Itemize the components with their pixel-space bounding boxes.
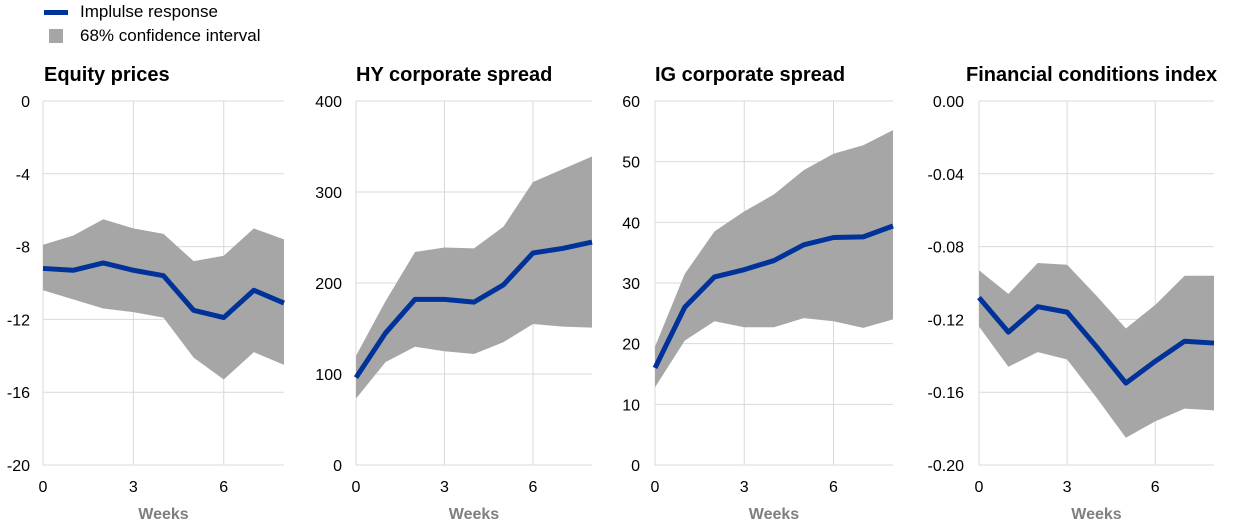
legend: Implulse response 68% confidence interva… — [0, 0, 400, 50]
chart-panel: IG corporate spread 60 50 40 30 20 10 00 3 6 Weeks — [622, 64, 894, 523]
x-axis-label: Weeks — [749, 506, 800, 523]
y-tick-label: 60 — [622, 94, 640, 111]
impulse-response-line — [353, 239, 593, 380]
y-tick-label: 400 — [315, 94, 342, 111]
y-tick-label: 40 — [622, 215, 640, 232]
y-tick-label: 0 — [21, 94, 30, 111]
x-tick-label: 0 — [39, 479, 48, 496]
confidence-band — [356, 156, 592, 399]
x-tick-label: 6 — [219, 479, 228, 496]
legend-label: 68% confidence interval — [80, 26, 261, 45]
y-tick-label: -0.20 — [928, 458, 965, 475]
x-tick-label: 3 — [740, 479, 749, 496]
y-tick-label: -0.12 — [928, 312, 965, 329]
chart-panel: HY corporate spread 400 300 200 100 00 3 6 Weeks — [315, 64, 593, 523]
y-tick-label: -20 — [7, 458, 30, 475]
y-tick-label: 0.00 — [933, 94, 964, 111]
impulse-response-line — [42, 260, 285, 321]
chart-panel: Equity prices 0 -4 -8 -12 -16 -20 0 3 6 Weeks — [7, 64, 285, 523]
chart-title: IG corporate spread — [655, 64, 845, 86]
x-tick-label: 6 — [529, 479, 538, 496]
y-tick-label: -12 — [7, 312, 30, 329]
x-axis-label: Weeks — [449, 506, 500, 523]
x-tick-label: 3 — [440, 479, 449, 496]
legend-item-confidence: 68% confidence interval — [44, 25, 261, 47]
y-tick-label: -0.16 — [928, 385, 965, 402]
x-tick-label: 3 — [129, 479, 138, 496]
y-tick-label: -8 — [16, 240, 30, 257]
x-tick-label: 6 — [829, 479, 838, 496]
y-tick-label: 50 — [622, 155, 640, 172]
y-tick-label: 100 — [315, 367, 342, 384]
x-tick-label: 6 — [1151, 479, 1160, 496]
legend-area-swatch — [49, 29, 63, 43]
x-tick-label: 0 — [651, 479, 660, 496]
chart-title: Equity prices — [44, 64, 170, 86]
y-tick-label: 20 — [622, 337, 640, 354]
y-tick-label: 10 — [622, 397, 640, 414]
impulse-response-line — [652, 223, 894, 370]
x-axis-label: Weeks — [1071, 506, 1122, 523]
legend-label: Implulse response — [80, 2, 218, 21]
y-tick-label: -0.04 — [928, 167, 965, 184]
chart-title: HY corporate spread — [356, 64, 552, 86]
y-tick-label: 0 — [333, 458, 342, 475]
x-tick-label: 0 — [975, 479, 984, 496]
y-tick-label: -0.08 — [928, 240, 965, 257]
x-tick-label: 0 — [352, 479, 361, 496]
confidence-band — [43, 219, 284, 380]
chart-title: Financial conditions index — [966, 64, 1217, 86]
impulse-response-line — [977, 295, 1215, 386]
y-tick-label: 300 — [315, 185, 342, 202]
x-axis-label: Weeks — [138, 506, 189, 523]
y-tick-label: -16 — [7, 385, 30, 402]
y-tick-label: -4 — [16, 167, 30, 184]
legend-item-impulse: Implulse response — [44, 1, 218, 23]
y-tick-label: 0 — [631, 458, 640, 475]
legend-line-swatch — [44, 9, 68, 15]
x-tick-label: 3 — [1063, 479, 1072, 496]
y-tick-label: 30 — [622, 276, 640, 293]
y-tick-label: 200 — [315, 276, 342, 293]
